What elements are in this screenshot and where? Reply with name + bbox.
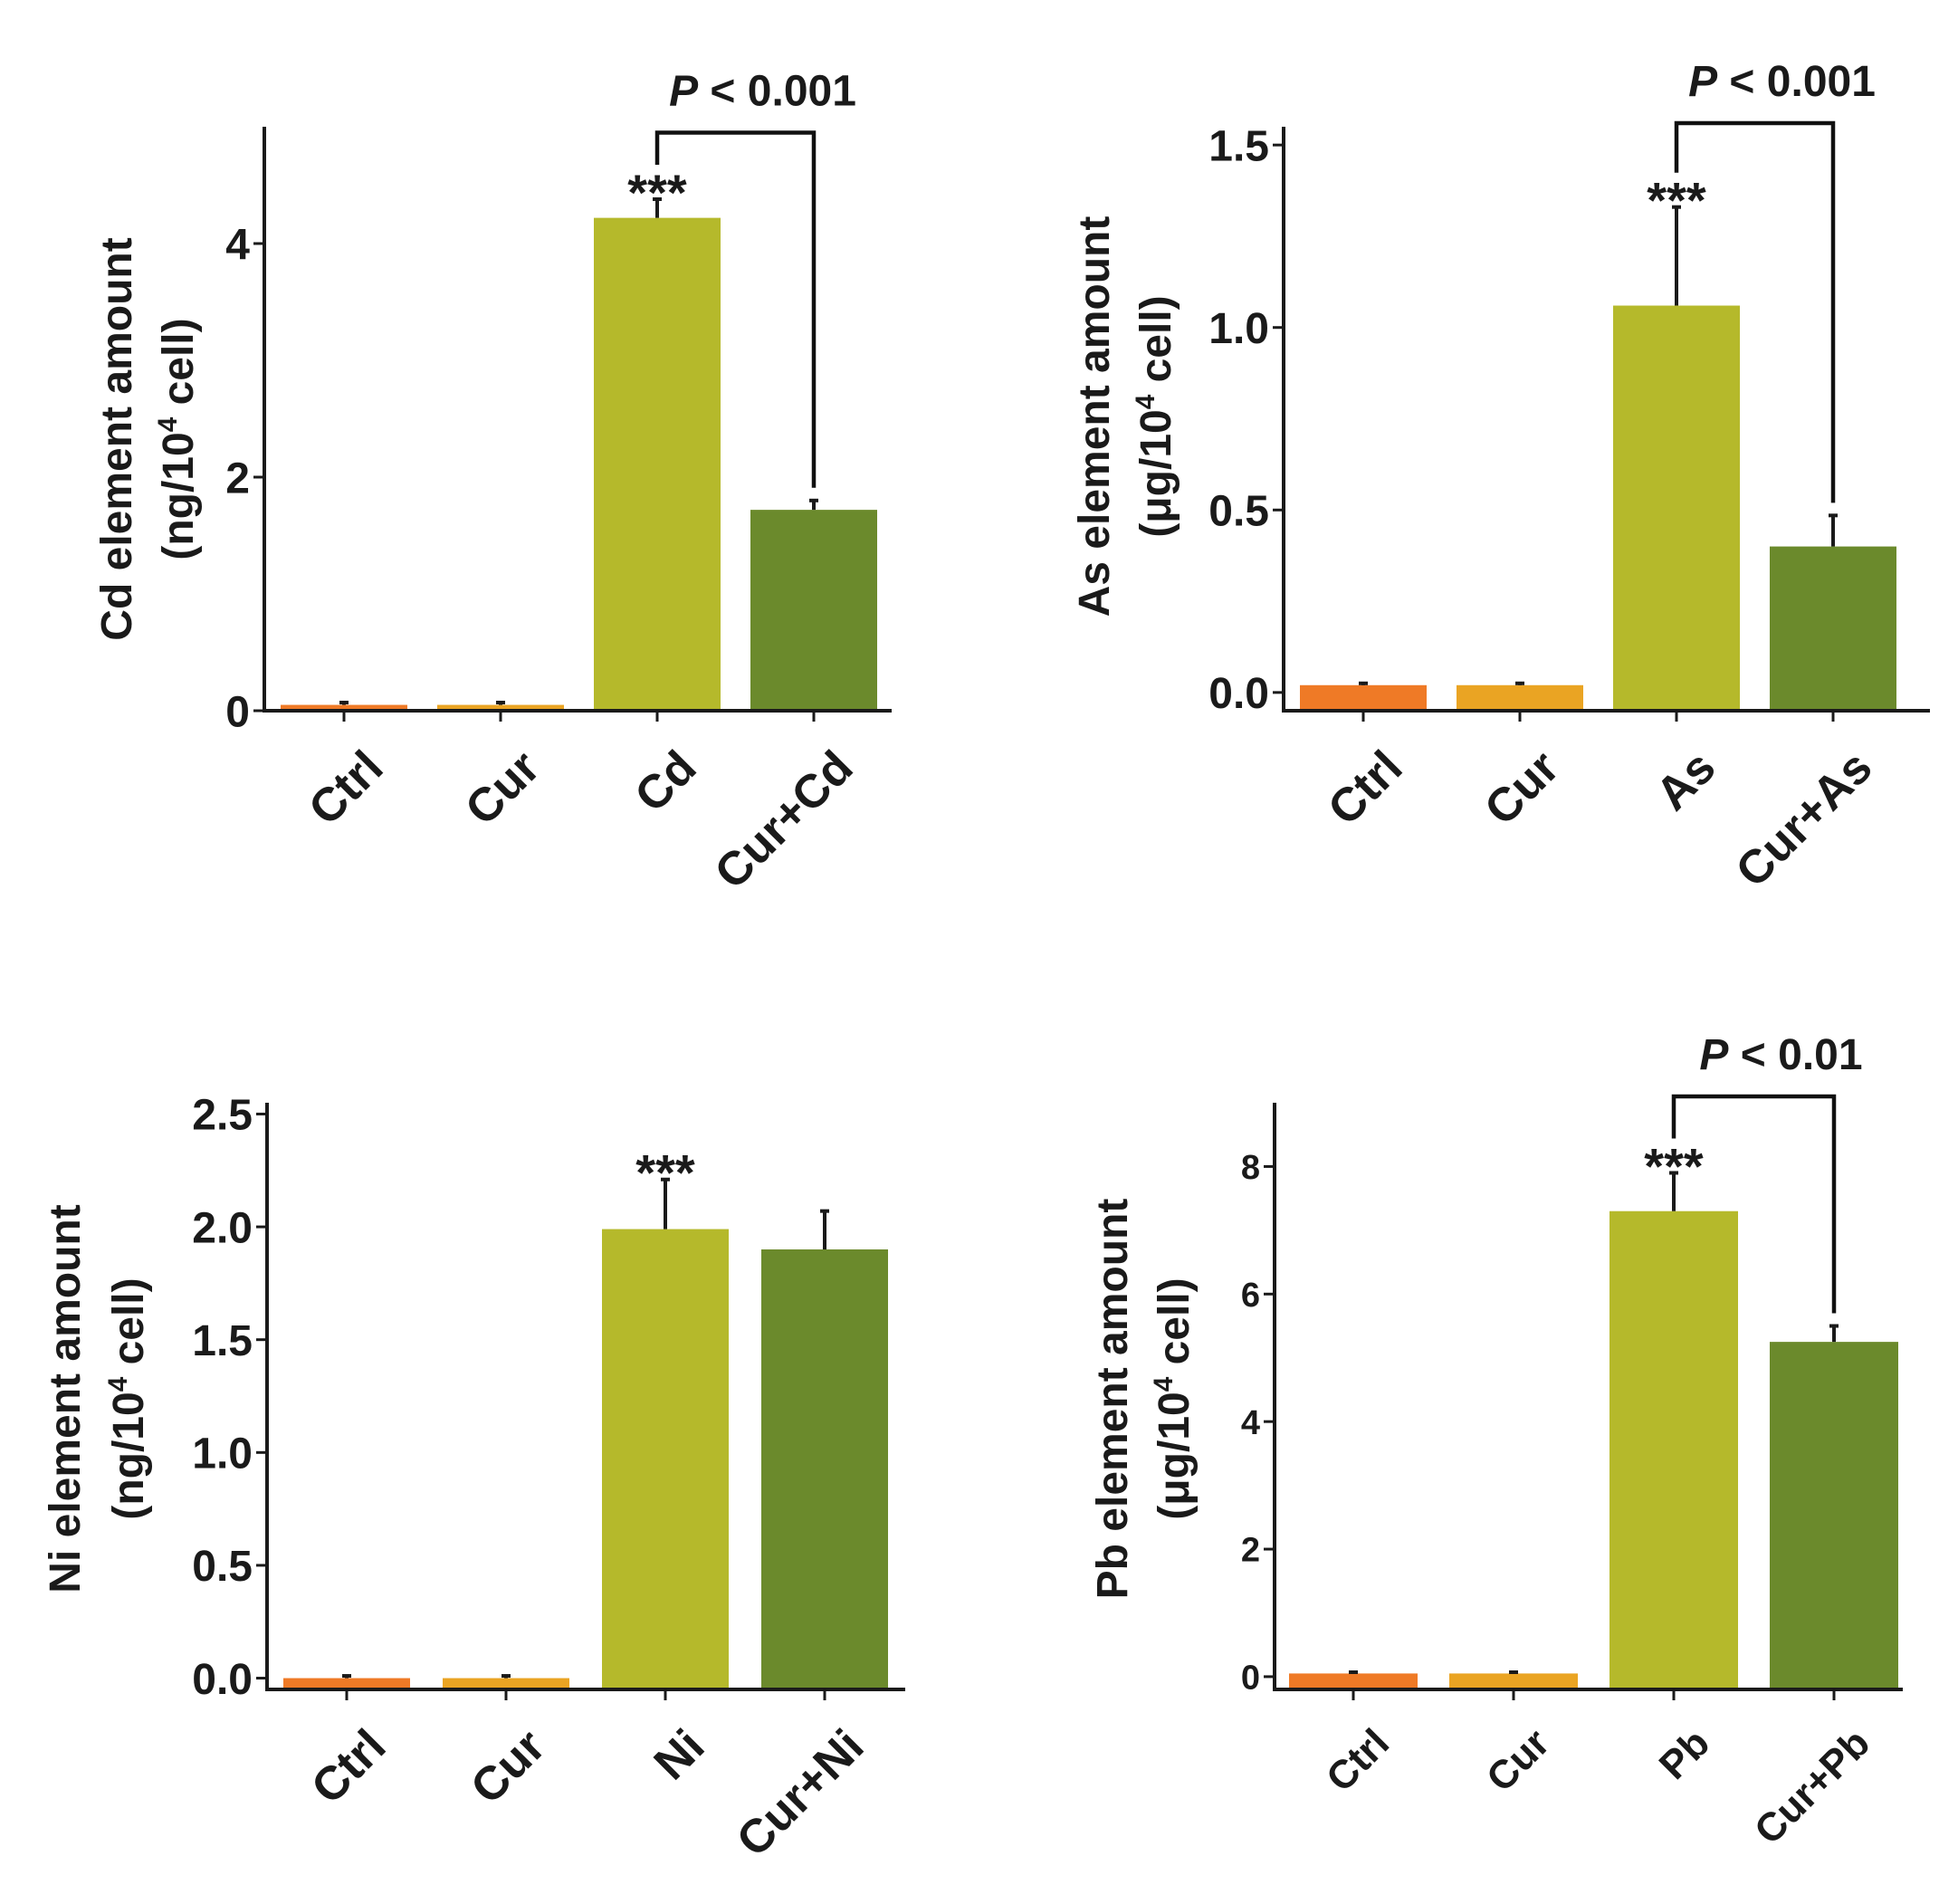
y-tick-label: 2: [225, 454, 250, 502]
error-bar-cur-plus-metal: [1829, 513, 1838, 547]
y-tick-label: 6: [1241, 1277, 1260, 1315]
y-tick-label: 0.5: [1208, 488, 1269, 536]
error-bar-cur-plus-metal: [820, 1209, 829, 1249]
y-axis-unit-prefix: (μg/10: [1151, 1392, 1199, 1519]
error-bar-metal: [653, 196, 662, 218]
y-tick-label: 4: [1241, 1404, 1260, 1442]
bar-metal: [602, 1229, 729, 1689]
error-bar-cur: [1515, 681, 1524, 685]
y-axis-unit: (μg/104 cell): [1131, 295, 1180, 537]
y-axis-unit-superscript: 4: [103, 1376, 133, 1392]
y-axis-unit-prefix: (ng/10: [105, 1392, 153, 1519]
error-bar-ctrl: [1349, 1670, 1358, 1674]
y-axis-unit-superscript: 4: [1131, 394, 1161, 409]
error-bar-cur: [1509, 1670, 1518, 1674]
p-value-label: P < 0.01: [1699, 1031, 1862, 1079]
y-axis-unit: (ng/104 cell): [103, 1277, 153, 1519]
error-bar-cur: [501, 1674, 511, 1679]
y-axis-unit-suffix: cell): [155, 318, 203, 416]
bar-metal: [1609, 1210, 1738, 1689]
bar-cur: [1457, 684, 1583, 711]
p-value-label: P < 0.001: [1688, 58, 1876, 106]
y-axis-unit-superscript: 4: [153, 416, 183, 432]
p-value-threshold: < 0.001: [1717, 58, 1876, 106]
error-bar-metal: [1672, 205, 1681, 306]
p-value-threshold: < 0.01: [1728, 1031, 1862, 1079]
significance-stars: ***: [1644, 1137, 1704, 1194]
y-axis-unit: (μg/104 cell): [1149, 1277, 1199, 1519]
y-axis-unit-prefix: (μg/10: [1132, 409, 1180, 537]
error-bar-metal: [1669, 1171, 1678, 1211]
y-tick-label: 4: [225, 221, 250, 269]
y-tick-label: 8: [1241, 1149, 1260, 1187]
bar-cur-plus-metal: [761, 1249, 888, 1689]
y-axis-unit-suffix: cell): [105, 1277, 153, 1376]
bar-metal: [1613, 305, 1740, 711]
significance-stars: ***: [627, 164, 687, 221]
y-tick-label: 1.5: [192, 1317, 253, 1365]
y-tick-label: 0.0: [1208, 670, 1269, 718]
p-value-label: P < 0.001: [669, 67, 856, 115]
error-bar-ctrl: [1359, 681, 1368, 685]
bar-cur: [1449, 1673, 1578, 1689]
significance-bracket: [1674, 120, 1836, 503]
bar-cur-plus-metal: [750, 510, 877, 711]
error-bar-metal: [661, 1177, 670, 1229]
bar-cur-plus-metal: [1770, 546, 1896, 711]
y-axis-title: Pb element amount: [1089, 1199, 1137, 1600]
error-bar-cur: [496, 700, 505, 705]
bar-ctrl: [1300, 684, 1427, 711]
y-axis-title: As element amount: [1071, 216, 1119, 617]
y-tick-label: 1.0: [192, 1430, 253, 1478]
y-axis-unit: (ng/104 cell): [153, 318, 203, 560]
y-tick-label: 0.5: [192, 1543, 253, 1591]
p-value-letter: P: [1699, 1031, 1729, 1079]
y-tick-label: 2.0: [192, 1204, 253, 1252]
y-tick-label: 0.0: [192, 1656, 253, 1704]
y-axis-unit-suffix: cell): [1151, 1277, 1199, 1376]
y-tick-label: 0: [1241, 1660, 1260, 1698]
error-bar-ctrl: [342, 1674, 351, 1679]
y-axis-title: Ni element amount: [42, 1204, 90, 1593]
bar-metal: [594, 217, 721, 711]
y-tick-label: 2: [1241, 1532, 1260, 1570]
y-tick-label: 2.5: [192, 1092, 253, 1140]
significance-stars: ***: [635, 1144, 695, 1201]
error-bar-cur-plus-metal: [809, 498, 818, 511]
error-bar-ctrl: [339, 700, 349, 705]
bar-ctrl: [281, 704, 407, 711]
p-value-letter: P: [1688, 58, 1718, 106]
significance-stars: ***: [1647, 172, 1706, 229]
error-bar-cur-plus-metal: [1829, 1324, 1839, 1343]
p-value-letter: P: [669, 67, 699, 115]
bar-cur-plus-metal: [1770, 1342, 1898, 1689]
significance-bracket: [1671, 1094, 1837, 1314]
bar-cur: [437, 704, 564, 711]
y-axis-unit-suffix: cell): [1132, 295, 1180, 394]
y-tick-label: 0: [225, 688, 250, 736]
y-axis-title: Cd element amount: [93, 237, 141, 640]
y-tick-label: 1.0: [1208, 305, 1269, 353]
y-axis-unit-prefix: (ng/10: [155, 432, 203, 560]
bar-ctrl: [283, 1678, 410, 1689]
p-value-threshold: < 0.001: [698, 67, 856, 115]
significance-bracket: [654, 130, 817, 488]
bar-cur: [443, 1678, 569, 1689]
bar-ctrl: [1289, 1673, 1418, 1689]
y-axis-unit-superscript: 4: [1149, 1376, 1179, 1392]
y-tick-label: 1.5: [1208, 122, 1269, 170]
